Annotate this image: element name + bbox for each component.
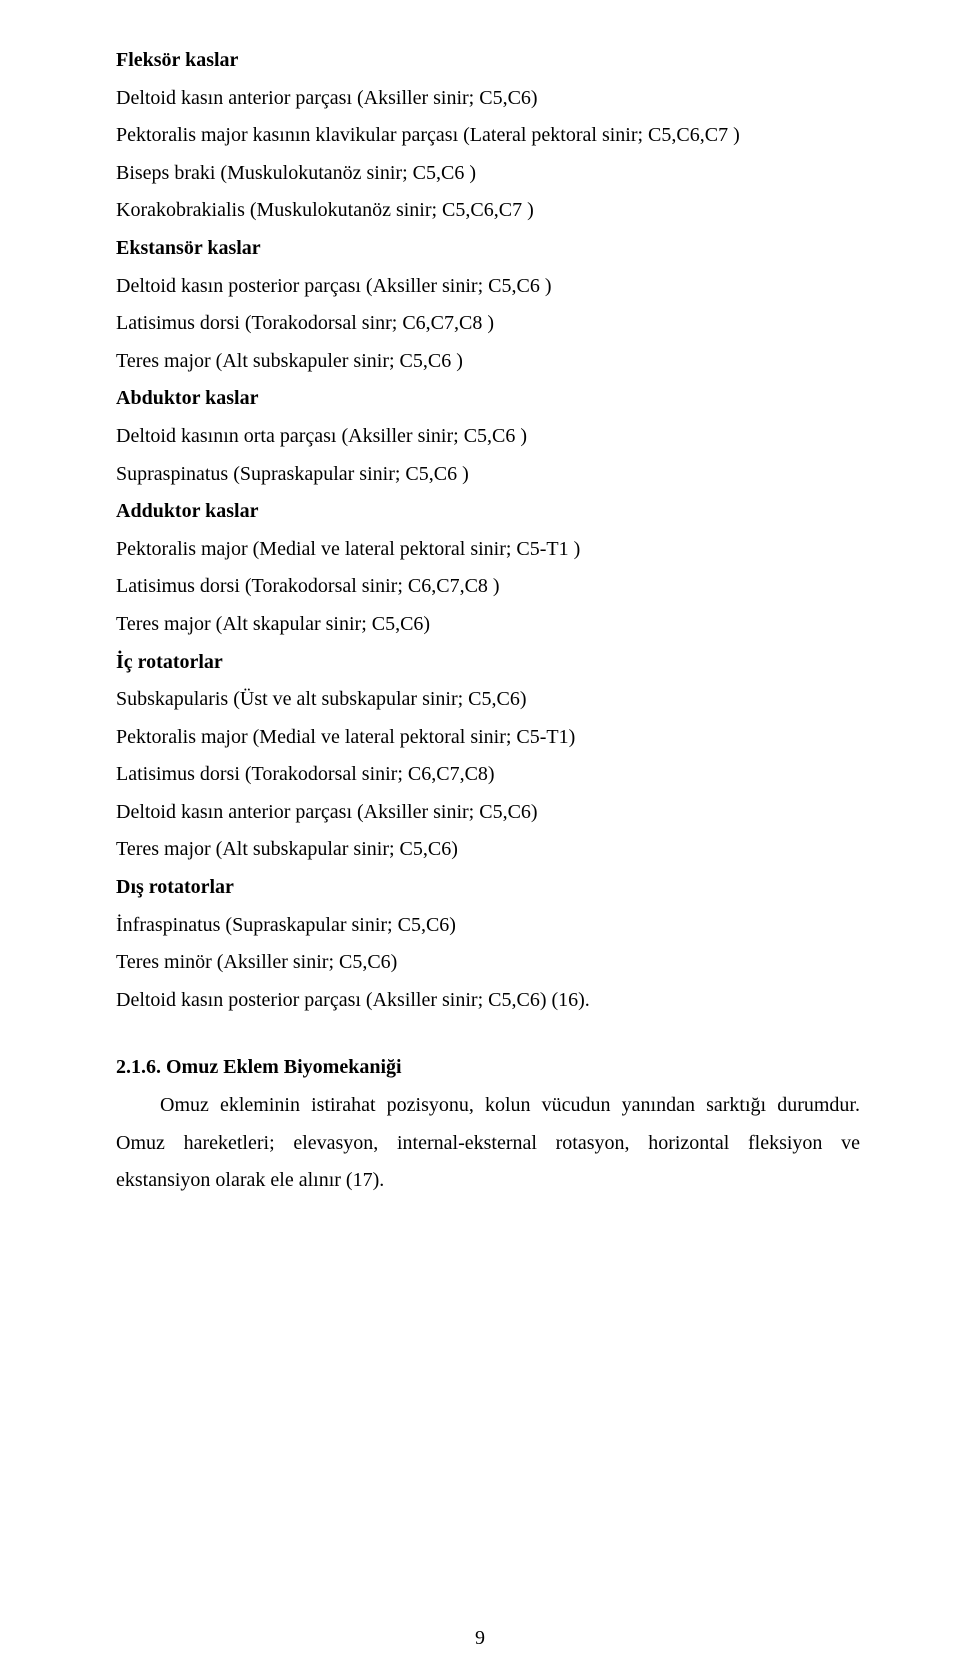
text-line: İnfraspinatus (Supraskapular sinir; C5,C… [116, 907, 860, 945]
text-line: Latisimus dorsi (Torakodorsal sinr; C6,C… [116, 305, 860, 343]
text-line: Deltoid kasın posterior parçası (Aksille… [116, 268, 860, 306]
text-line: Latisimus dorsi (Torakodorsal sinir; C6,… [116, 756, 860, 794]
section-heading: 2.1.6. Omuz Eklem Biyomekaniği [116, 1049, 860, 1087]
text-line: Deltoid kasın anterior parçası (Aksiller… [116, 80, 860, 118]
text-line: Teres major (Alt subskapular sinir; C5,C… [116, 831, 860, 869]
document-page: Fleksör kaslarDeltoid kasın anterior par… [0, 0, 960, 1678]
text-line: Biseps braki (Muskulokutanöz sinir; C5,C… [116, 155, 860, 193]
group-heading: Dış rotatorlar [116, 869, 860, 907]
section-body: Omuz ekleminin istirahat pozisyonu, kolu… [116, 1087, 860, 1200]
group-heading: Fleksör kaslar [116, 42, 860, 80]
group-heading: Abduktor kaslar [116, 380, 860, 418]
group-heading: Adduktor kaslar [116, 493, 860, 531]
text-line: Pektoralis major (Medial ve lateral pekt… [116, 531, 860, 569]
body-paragraph: Omuz ekleminin istirahat pozisyonu, kolu… [116, 1087, 860, 1200]
page-number: 9 [0, 1627, 960, 1650]
text-line: Pektoralis major (Medial ve lateral pekt… [116, 719, 860, 757]
text-line: Deltoid kasın posterior parçası (Aksille… [116, 982, 860, 1020]
text-line: Teres major (Alt subskapuler sinir; C5,C… [116, 343, 860, 381]
text-line: Teres major (Alt skapular sinir; C5,C6) [116, 606, 860, 644]
lines-list: Fleksör kaslarDeltoid kasın anterior par… [116, 42, 860, 1019]
text-line: Korakobrakialis (Muskulokutanöz sinir; C… [116, 192, 860, 230]
group-heading: İç rotatorlar [116, 644, 860, 682]
text-line: Supraspinatus (Supraskapular sinir; C5,C… [116, 456, 860, 494]
text-line: Subskapularis (Üst ve alt subskapular si… [116, 681, 860, 719]
text-line: Pektoralis major kasının klavikular parç… [116, 117, 860, 155]
text-line: Latisimus dorsi (Torakodorsal sinir; C6,… [116, 568, 860, 606]
group-heading: Ekstansör kaslar [116, 230, 860, 268]
text-line: Deltoid kasın anterior parçası (Aksiller… [116, 794, 860, 832]
text-line: Teres minör (Aksiller sinir; C5,C6) [116, 944, 860, 982]
text-line: Deltoid kasının orta parçası (Aksiller s… [116, 418, 860, 456]
